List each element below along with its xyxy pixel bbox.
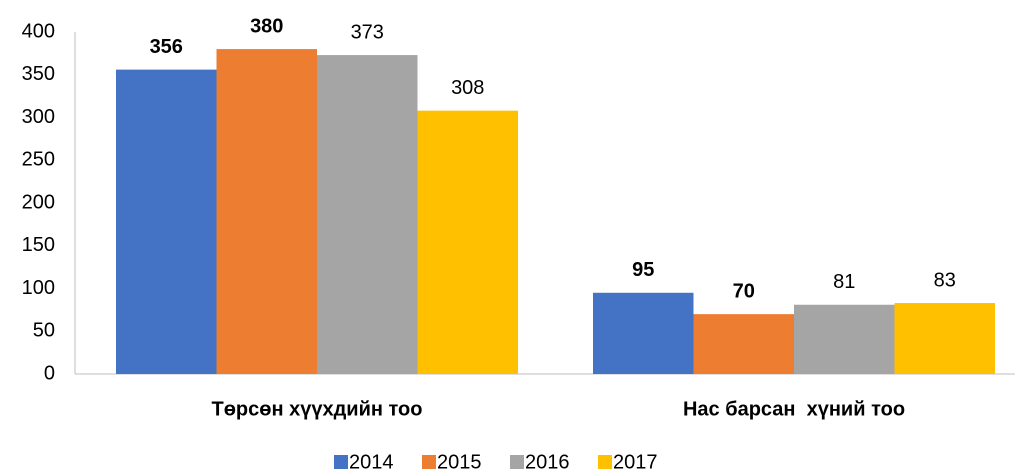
bar	[894, 303, 995, 374]
bar	[317, 55, 418, 375]
y-tick-label: 0	[44, 362, 55, 384]
bar	[417, 110, 518, 374]
data-label: 81	[833, 271, 855, 293]
data-label: 380	[250, 15, 283, 37]
data-label: 373	[351, 21, 384, 43]
y-tick-label: 50	[33, 320, 55, 342]
legend-swatch	[598, 455, 612, 469]
data-label: 308	[451, 77, 484, 99]
x-tick-label: Төрсөн хүүхдийн тоо	[211, 398, 422, 420]
legend-swatch	[510, 455, 524, 469]
legend-label: 2016	[525, 451, 570, 473]
legend-swatch	[422, 455, 436, 469]
legend-swatch	[334, 455, 348, 469]
data-label: 70	[733, 280, 755, 302]
bar	[116, 69, 217, 375]
y-tick-label: 100	[22, 277, 55, 299]
y-tick-label: 400	[22, 20, 55, 42]
bar	[216, 49, 317, 374]
data-label: 83	[934, 269, 956, 291]
data-label: 95	[632, 259, 654, 281]
data-label: 356	[150, 36, 183, 58]
y-tick-label: 200	[22, 191, 55, 213]
y-tick-label: 350	[22, 63, 55, 85]
bar	[794, 304, 895, 374]
y-tick-label: 250	[22, 149, 55, 171]
legend-label: 2015	[437, 451, 482, 473]
y-tick-label: 300	[22, 106, 55, 128]
bar	[593, 292, 694, 374]
y-tick-label: 150	[22, 234, 55, 256]
bar	[693, 314, 794, 374]
x-tick-label: Нас барсан хүний тоо	[683, 398, 905, 420]
legend-label: 2014	[349, 451, 394, 473]
legend-label: 2017	[613, 451, 658, 473]
